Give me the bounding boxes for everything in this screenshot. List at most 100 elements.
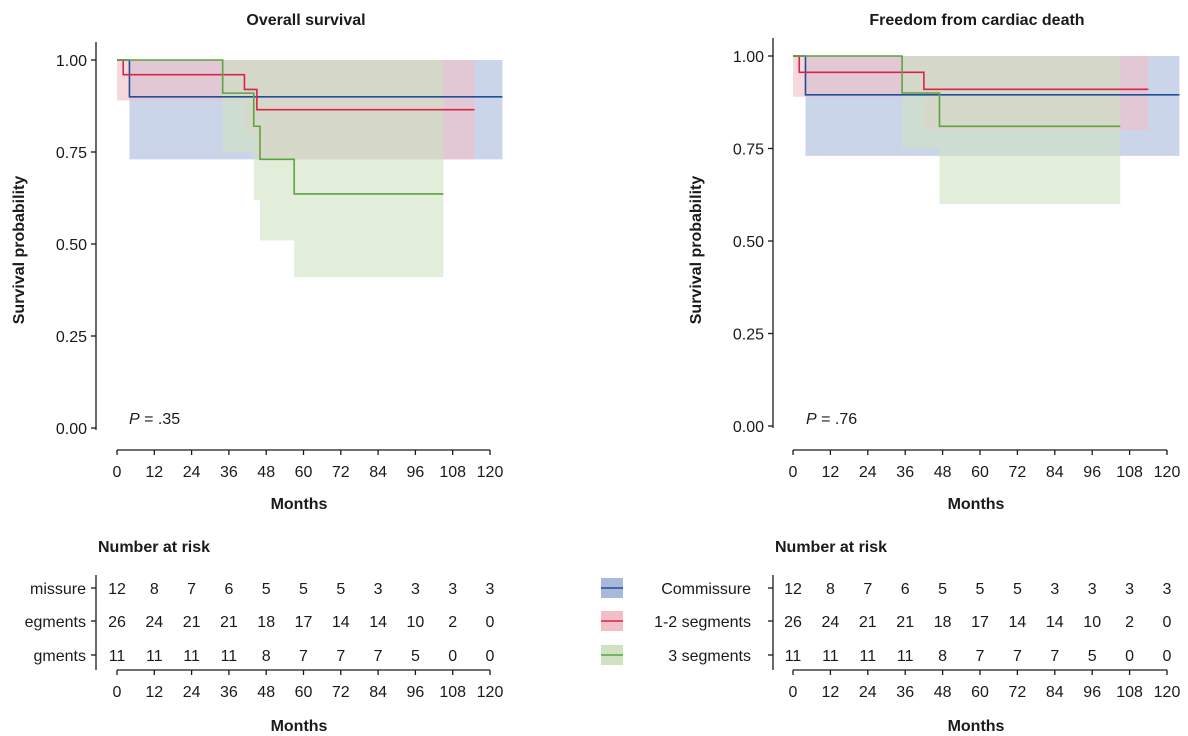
risk-count: 7 bbox=[863, 581, 872, 598]
x-tick-label: 48 bbox=[257, 464, 275, 481]
risk-count: 8 bbox=[150, 581, 159, 598]
risk-count: 2 bbox=[1125, 614, 1134, 631]
p-value-label: P = .35 bbox=[129, 411, 180, 428]
risk-table-title: Number at risk bbox=[775, 539, 887, 556]
risk-count: 21 bbox=[859, 614, 877, 631]
chart-title: Freedom from cardiac death bbox=[869, 12, 1084, 29]
risk-count: 14 bbox=[1009, 614, 1027, 631]
overall-survival-panel: Overall survival Survival probability 0.… bbox=[11, 12, 503, 735]
y-tick-label: 0.00 bbox=[733, 419, 764, 436]
risk-count: 3 bbox=[1125, 581, 1134, 598]
x-tick-label: 48 bbox=[934, 464, 952, 481]
risk-count: 7 bbox=[1050, 648, 1059, 665]
p-value-label: P = .76 bbox=[806, 411, 857, 428]
risk-row-label: 3 segments bbox=[668, 648, 751, 665]
risk-row-label: gments bbox=[34, 648, 86, 665]
risk-count: 8 bbox=[826, 581, 835, 598]
risk-count: 2 bbox=[448, 614, 457, 631]
risk-count: 3 bbox=[448, 581, 457, 598]
risk-count: 11 bbox=[109, 648, 126, 665]
risk-count: 14 bbox=[332, 614, 350, 631]
risk-count: 21 bbox=[896, 614, 914, 631]
risk-row-label: missure bbox=[30, 581, 86, 598]
x-tick-label: 84 bbox=[1046, 464, 1064, 481]
risk-x-tick-label: 12 bbox=[145, 684, 163, 701]
legend bbox=[601, 578, 623, 665]
risk-row-label: Commissure bbox=[661, 581, 751, 598]
risk-count: 0 bbox=[486, 648, 495, 665]
risk-count: 11 bbox=[859, 648, 876, 665]
y-tick-label: 0.75 bbox=[56, 145, 87, 162]
risk-count: 17 bbox=[295, 614, 313, 631]
plot-area: 0.00 0.25 0.50 0.75 1.00 0 12 24 36 48 60 72 84 96 108… bbox=[56, 42, 503, 481]
risk-x-tick-label: 84 bbox=[1046, 684, 1064, 701]
risk-count: 7 bbox=[1013, 648, 1022, 665]
y-tick-label: 0.25 bbox=[733, 327, 764, 344]
risk-x-tick-label: 0 bbox=[789, 684, 798, 701]
risk-count: 5 bbox=[411, 648, 420, 665]
x-tick-label: 84 bbox=[369, 464, 387, 481]
risk-x-tick-label: 24 bbox=[859, 684, 877, 701]
risk-table-x-axis-title: Months bbox=[271, 718, 328, 735]
risk-count: 3 bbox=[1163, 581, 1172, 598]
p-value: = .35 bbox=[140, 411, 181, 428]
risk-x-tick-label: 108 bbox=[1116, 684, 1143, 701]
risk-table-title: Number at risk bbox=[98, 539, 210, 556]
risk-count: 5 bbox=[336, 581, 345, 598]
x-tick-label: 96 bbox=[407, 464, 425, 481]
x-tick-label: 60 bbox=[971, 464, 989, 481]
risk-x-tick-label: 12 bbox=[822, 684, 840, 701]
risk-count: 18 bbox=[934, 614, 952, 631]
risk-x-tick-label: 36 bbox=[896, 684, 914, 701]
risk-count: 21 bbox=[220, 614, 238, 631]
freedom-from-cardiac-death-panel: Freedom from cardiac death Survival prob… bbox=[601, 12, 1180, 735]
risk-count: 12 bbox=[784, 581, 802, 598]
y-axis-title: Survival probability bbox=[688, 176, 705, 325]
risk-count: 5 bbox=[938, 581, 947, 598]
risk-count: 11 bbox=[897, 648, 914, 665]
y-tick-label: 0.25 bbox=[56, 329, 87, 346]
risk-count: 6 bbox=[901, 581, 910, 598]
risk-count: 8 bbox=[938, 648, 947, 665]
risk-count: 14 bbox=[1046, 614, 1064, 631]
risk-count: 11 bbox=[822, 648, 839, 665]
risk-row-label: egments bbox=[25, 614, 86, 631]
risk-table-x-axis-title: Months bbox=[948, 718, 1005, 735]
x-tick-label: 36 bbox=[220, 464, 238, 481]
x-tick-label: 12 bbox=[822, 464, 840, 481]
risk-count: 3 bbox=[374, 581, 383, 598]
survival-curve bbox=[117, 59, 475, 111]
x-tick-label: 120 bbox=[1154, 464, 1181, 481]
x-tick-label: 96 bbox=[1083, 464, 1101, 481]
y-tick-label: 1.00 bbox=[56, 53, 87, 70]
y-tick-label: 0.50 bbox=[56, 237, 87, 254]
risk-count: 18 bbox=[257, 614, 275, 631]
risk-count: 5 bbox=[976, 581, 985, 598]
x-axis-title: Months bbox=[271, 496, 328, 513]
confidence-band bbox=[793, 56, 1121, 204]
risk-count: 26 bbox=[784, 614, 802, 631]
risk-count: 14 bbox=[369, 614, 387, 631]
survival-curve bbox=[793, 55, 1121, 128]
x-tick-label: 0 bbox=[789, 464, 798, 481]
confidence-band bbox=[117, 60, 444, 278]
risk-count: 7 bbox=[299, 648, 308, 665]
risk-count: 21 bbox=[183, 614, 201, 631]
risk-x-tick-label: 120 bbox=[1154, 684, 1181, 701]
risk-x-tick-label: 108 bbox=[439, 684, 466, 701]
risk-count: 5 bbox=[262, 581, 271, 598]
risk-count: 26 bbox=[108, 614, 126, 631]
risk-x-tick-label: 24 bbox=[183, 684, 201, 701]
x-axis-title: Months bbox=[948, 496, 1005, 513]
risk-count: 0 bbox=[486, 614, 495, 631]
risk-count: 12 bbox=[108, 581, 126, 598]
x-tick-label: 60 bbox=[295, 464, 313, 481]
risk-count: 3 bbox=[486, 581, 495, 598]
risk-count: 11 bbox=[785, 648, 802, 665]
risk-count: 0 bbox=[1125, 648, 1134, 665]
risk-count: 3 bbox=[411, 581, 420, 598]
risk-count: 5 bbox=[299, 581, 308, 598]
risk-x-tick-label: 120 bbox=[477, 684, 504, 701]
x-tick-label: 72 bbox=[332, 464, 350, 481]
